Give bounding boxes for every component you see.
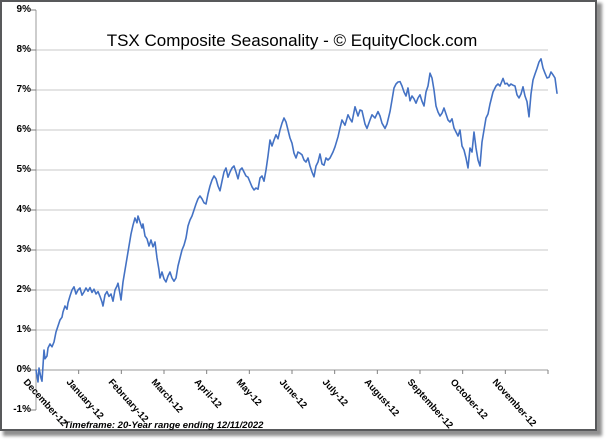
seasonality-line (35, 57, 558, 383)
chart-footnote: Timeframe: 20-Year range ending 12/11/20… (64, 420, 264, 431)
y-axis-label: 9% (16, 4, 31, 15)
chart-frame (0, 0, 597, 431)
y-axis-label: 2% (16, 284, 31, 295)
y-axis-label: -1% (13, 404, 31, 415)
y-axis-label: 7% (16, 84, 31, 95)
y-axis-label: 8% (16, 44, 31, 55)
y-axis-label: 0% (16, 364, 31, 375)
y-axis-label: 6% (16, 124, 31, 135)
y-axis-label: 5% (16, 164, 31, 175)
y-axis-label: 4% (16, 204, 31, 215)
y-axis-label: 3% (16, 244, 31, 255)
chart-title: TSX Composite Seasonality - © EquityCloc… (106, 31, 478, 50)
y-axis-label: 1% (16, 324, 31, 335)
